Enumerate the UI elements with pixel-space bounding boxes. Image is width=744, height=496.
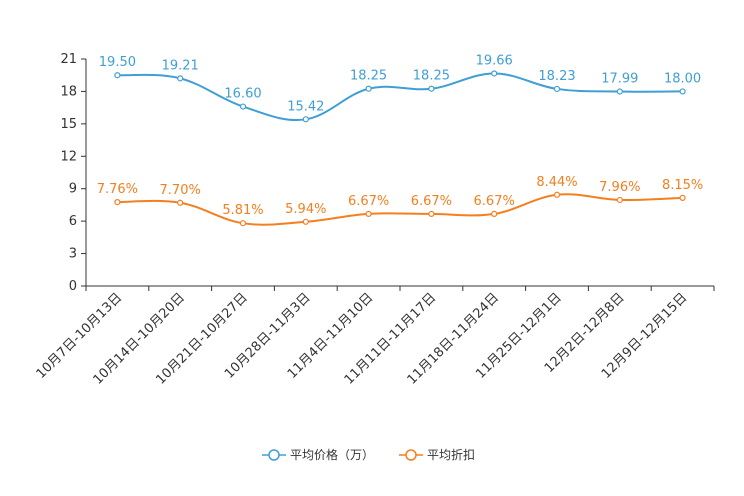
- data-point: [239, 103, 247, 110]
- data-label: 18.23: [538, 69, 575, 84]
- y-tick-label: 15: [60, 117, 77, 132]
- series-1: 7.76% 7.70% 5.81% 5.94% 6.67% 6.67% 6.67% 8.44%…: [97, 175, 703, 227]
- y-tick-label: 18: [60, 84, 77, 99]
- chart-series: 19.50 19.21 16.60 15.42 18.25 18.25 19.66 18.23…: [97, 53, 703, 227]
- data-label: 7.70%: [160, 183, 201, 198]
- data-label: 19.66: [476, 53, 513, 68]
- data-point: [553, 85, 561, 93]
- legend-label: 平均价格（万）: [290, 447, 374, 462]
- data-point: [616, 196, 623, 204]
- data-point: [491, 70, 498, 77]
- data-point: [428, 85, 435, 92]
- series-line: [117, 72, 683, 121]
- data-point: [491, 210, 498, 218]
- data-label: 19.21: [162, 58, 199, 73]
- data-label: 8.44%: [536, 175, 577, 190]
- data-point: [428, 210, 435, 218]
- data-label: 17.99: [601, 72, 638, 87]
- y-tick-label: 21: [60, 52, 77, 67]
- data-label: 7.96%: [599, 180, 640, 195]
- data-label: 8.15%: [662, 178, 703, 193]
- y-tick-label: 12: [60, 149, 77, 164]
- data-label: 6.67%: [411, 194, 452, 209]
- data-point: [177, 75, 184, 82]
- data-point: [679, 194, 686, 202]
- data-label: 5.81%: [222, 203, 263, 218]
- legend-item-0[interactable]: 平均价格（万）: [262, 447, 374, 462]
- legend-swatch-marker: [268, 449, 280, 461]
- data-label: 19.50: [99, 55, 136, 70]
- data-point: [553, 191, 561, 198]
- data-point: [114, 199, 121, 206]
- legend-swatch-marker: [405, 449, 417, 461]
- data-label: 18.00: [664, 71, 701, 86]
- series-0: 19.50 19.21 16.60 15.42 18.25 18.25 19.66 18.23…: [99, 53, 701, 123]
- data-label: 5.94%: [285, 202, 326, 217]
- data-label: 16.60: [224, 87, 261, 102]
- data-label: 15.42: [287, 99, 324, 114]
- data-label: 6.67%: [474, 194, 515, 209]
- data-point: [114, 72, 121, 79]
- data-point: [239, 220, 247, 227]
- data-label: 18.25: [413, 69, 450, 84]
- y-tick-label: 6: [69, 214, 77, 229]
- data-point: [302, 116, 309, 123]
- legend-label: 平均折扣: [427, 447, 475, 462]
- data-point: [302, 218, 309, 225]
- data-label: 6.67%: [348, 194, 389, 209]
- data-point: [679, 88, 686, 95]
- y-tick-label: 0: [69, 279, 77, 294]
- legend-item-1[interactable]: 平均折扣: [399, 447, 475, 462]
- data-point: [177, 199, 184, 206]
- data-point: [365, 210, 372, 218]
- data-point: [365, 85, 372, 92]
- chart-legend[interactable]: 平均价格（万） 平均折扣: [262, 447, 475, 462]
- data-label: 7.76%: [97, 182, 138, 197]
- data-label: 18.25: [350, 69, 387, 84]
- chart-axes: 03691215182110月7日-10月13日10月14日-10月20日10月…: [34, 52, 715, 388]
- series-line: [117, 193, 683, 226]
- data-point: [616, 88, 623, 95]
- y-tick-label: 9: [69, 182, 77, 197]
- y-tick-label: 3: [69, 247, 77, 262]
